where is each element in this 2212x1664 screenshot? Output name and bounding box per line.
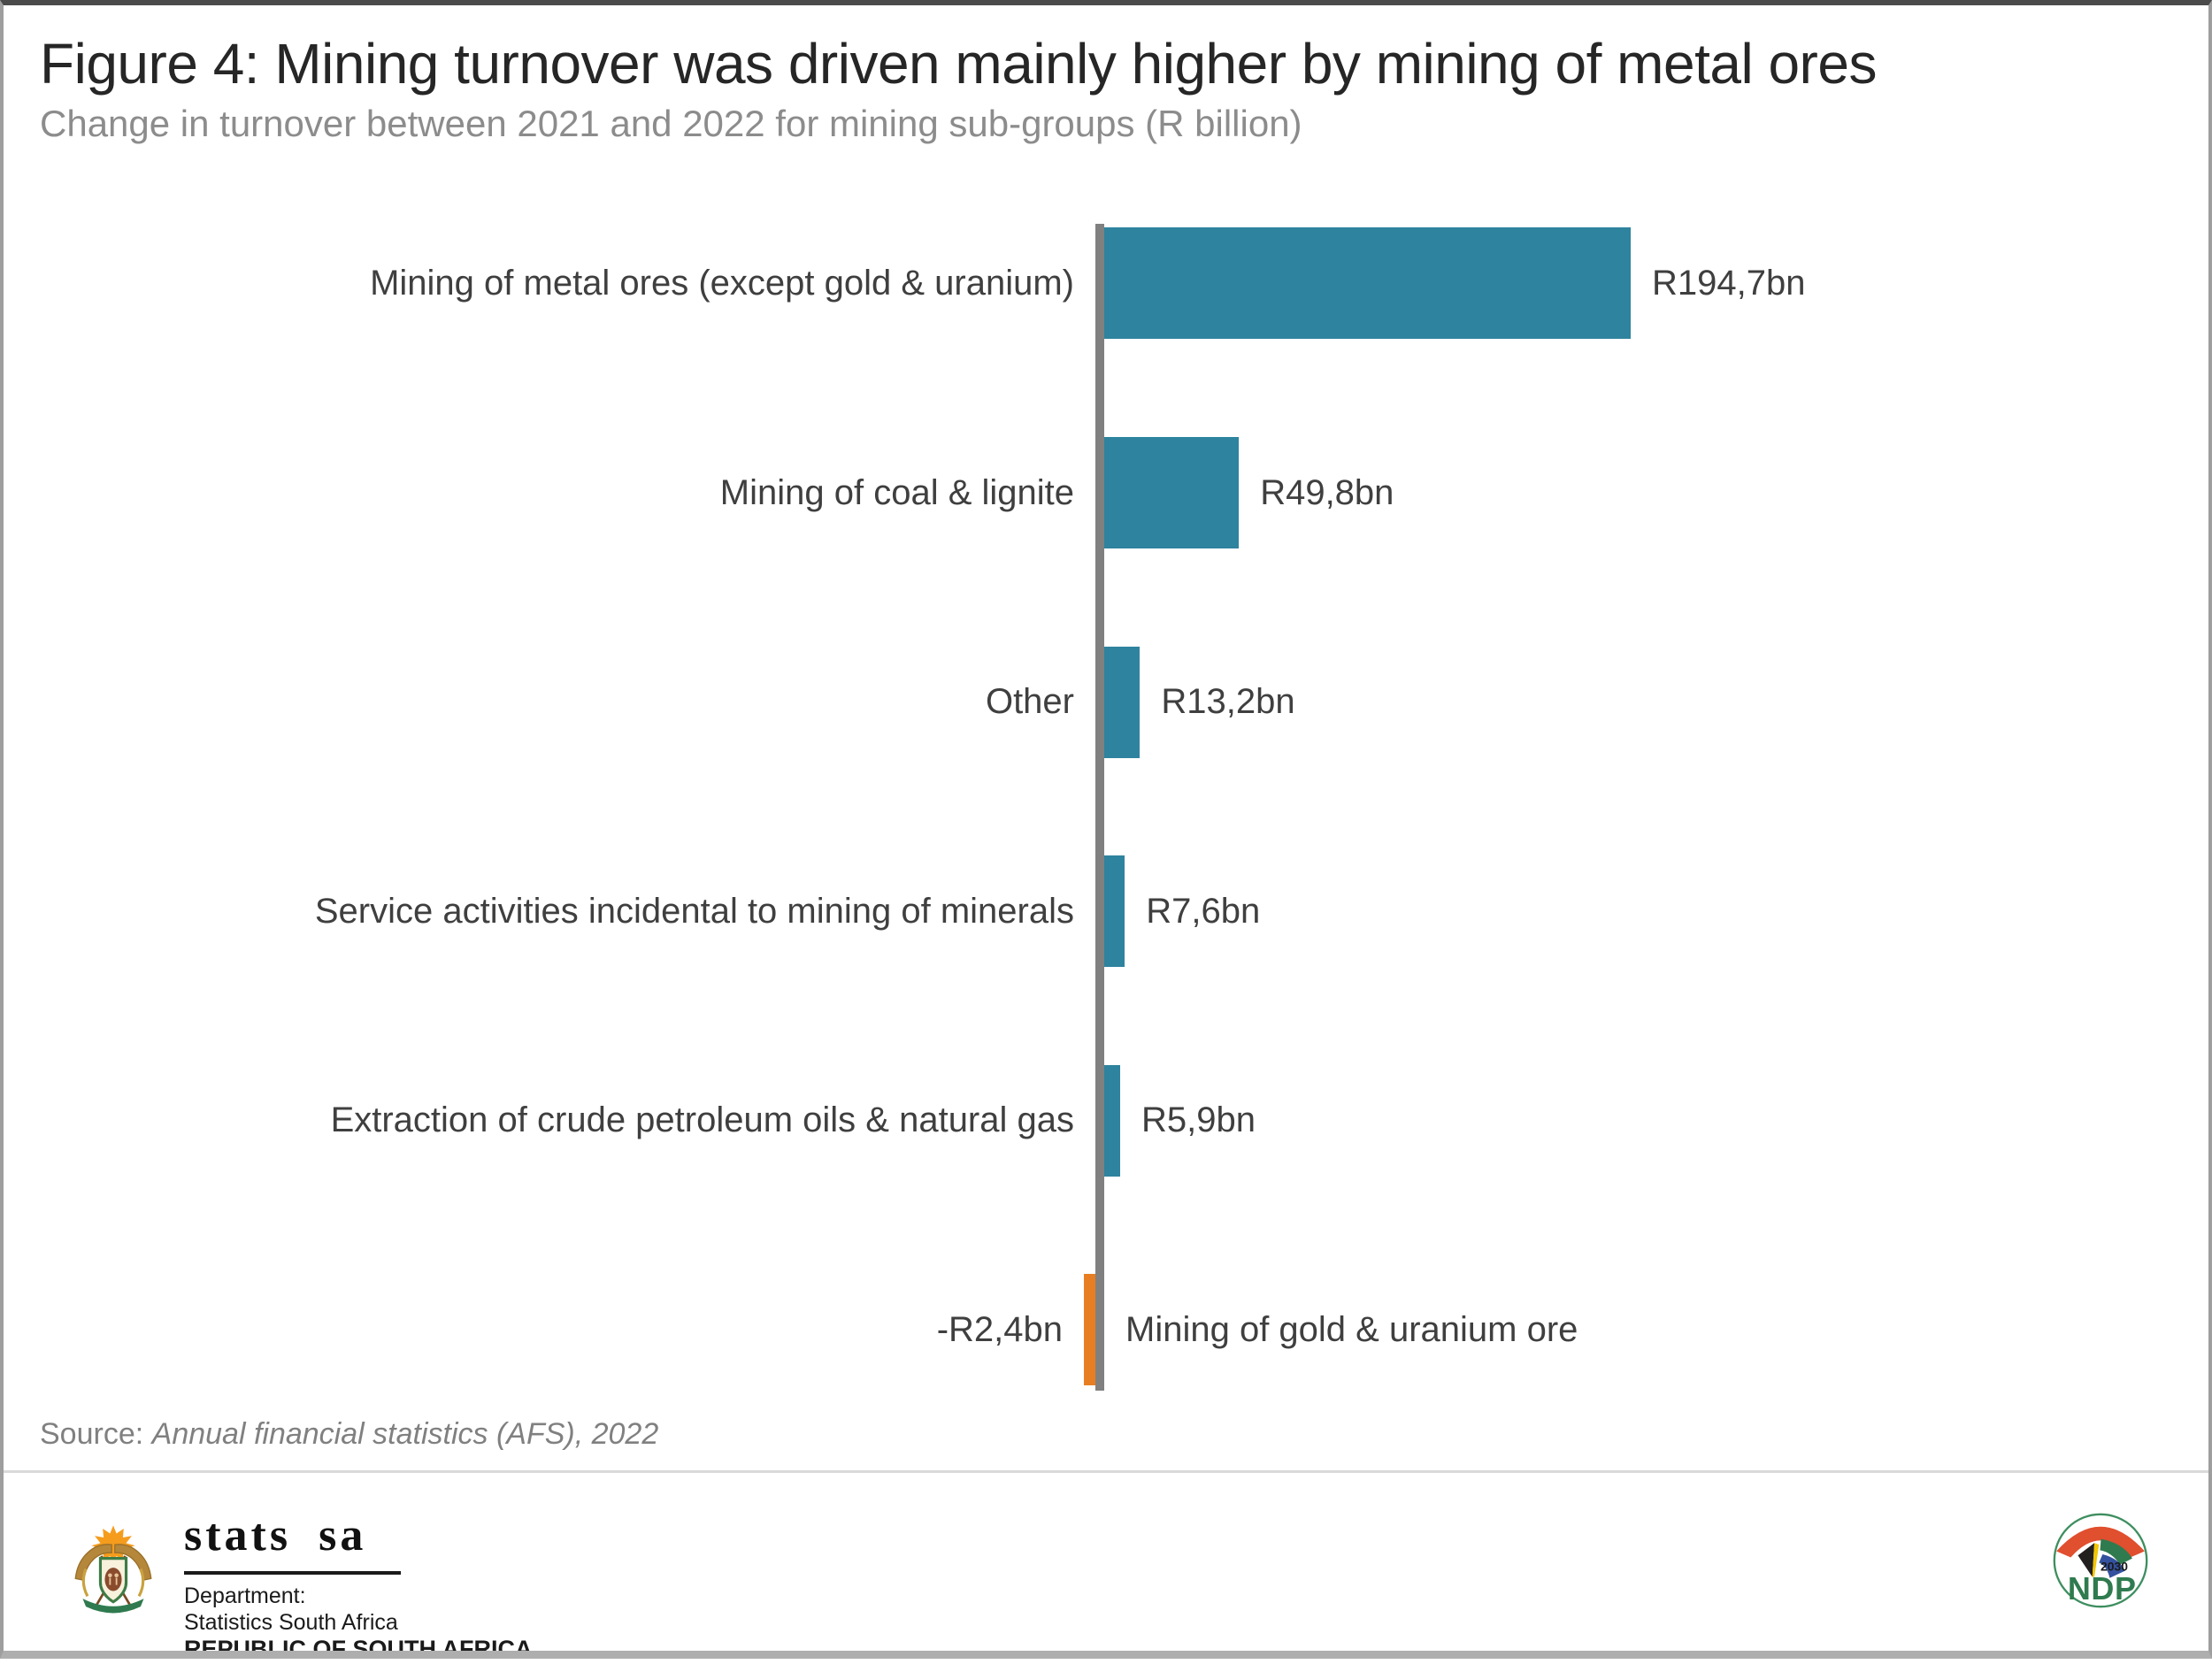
chart-bar — [1084, 1274, 1095, 1386]
statssa-dept-name: Statistics South Africa — [184, 1609, 398, 1635]
chart-bar — [1104, 855, 1125, 968]
category-label: Mining of gold & uranium ore — [1125, 1310, 1578, 1349]
figure-header: Figure 4: Mining turnover was driven mai… — [40, 32, 2177, 145]
source-prefix: Source: — [40, 1417, 144, 1451]
statssa-country: REPUBLIC OF SOUTH AFRICA — [184, 1636, 533, 1662]
figure-subtitle: Change in turnover between 2021 and 2022… — [40, 102, 1302, 144]
statssa-dept-prefix: Department: — [184, 1583, 306, 1608]
ndp-logo: 2030 NDP — [2049, 1509, 2152, 1612]
figure-title: Figure 4: Mining turnover was driven mai… — [40, 32, 1877, 96]
source-note: Source: Annual financial statistics (AFS… — [40, 1417, 658, 1452]
bar-chart: Mining of metal ores (except gold & uran… — [0, 179, 2212, 1435]
ndp-2030-icon: 2030 NDP — [2053, 1513, 2148, 1608]
statssa-text-block: stats sa Department: Statistics South Af… — [184, 1497, 533, 1664]
coat-of-arms-icon — [74, 1525, 152, 1614]
chart-bar — [1104, 646, 1141, 758]
footer-divider — [4, 1470, 2208, 1473]
value-label: R5,9bn — [1141, 1100, 1256, 1140]
axis-line — [1095, 224, 1104, 1391]
statssa-wordmark: stats sa — [184, 1510, 367, 1560]
chart-bar — [1104, 436, 1240, 548]
chart-bar — [1104, 1064, 1121, 1177]
statssa-rule — [184, 1571, 401, 1575]
category-label: Other — [985, 682, 1074, 722]
statssa-logo: stats sa Department: Statistics South Af… — [69, 1497, 533, 1664]
value-label: R13,2bn — [1161, 682, 1295, 722]
category-label: Mining of coal & lignite — [719, 472, 1074, 512]
value-label: R7,6bn — [1146, 891, 1261, 931]
category-label: Extraction of crude petroleum oils & nat… — [330, 1100, 1074, 1140]
value-label: R194,7bn — [1652, 264, 1806, 303]
value-label: -R2,4bn — [936, 1310, 1063, 1349]
category-label: Service activities incidental to mining … — [314, 891, 1074, 931]
chart-bar — [1104, 227, 1631, 340]
ndp-abbr-label: NDP — [2068, 1570, 2137, 1606]
category-label: Mining of metal ores (except gold & uran… — [370, 264, 1074, 303]
ndp-year-label: 2030 — [2101, 1560, 2128, 1574]
source-text: Annual financial statistics (AFS), 2022 — [151, 1417, 659, 1451]
value-label: R49,8bn — [1260, 472, 1394, 512]
